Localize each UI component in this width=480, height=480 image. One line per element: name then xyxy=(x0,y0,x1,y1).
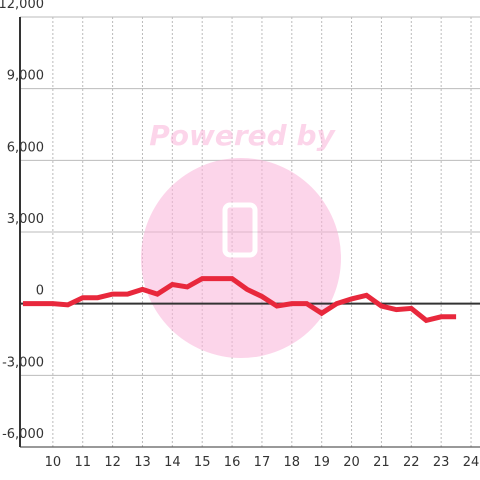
y-tick-label: -3,000 xyxy=(2,355,44,370)
x-tick-label: 14 xyxy=(164,455,181,470)
x-tick-label: 21 xyxy=(373,455,390,470)
x-tick-label: 15 xyxy=(194,455,211,470)
watermark-circle xyxy=(141,158,341,358)
x-tick-label: 19 xyxy=(313,455,330,470)
x-tick-label: 11 xyxy=(74,455,91,470)
x-tick-label: 10 xyxy=(45,455,62,470)
watermark-text: Powered by xyxy=(149,119,336,152)
x-tick-label: 12 xyxy=(104,455,121,470)
x-tick-label: 17 xyxy=(254,455,271,470)
y-tick-label: 9,000 xyxy=(7,69,44,84)
data-line xyxy=(22,276,457,324)
x-tick-label: 18 xyxy=(284,455,301,470)
x-tick-label: 16 xyxy=(224,455,241,470)
y-tick-label: 3,000 xyxy=(7,212,44,227)
x-tick-label: 23 xyxy=(433,455,450,470)
x-tick-label: 13 xyxy=(134,455,151,470)
watermark: Powered by xyxy=(141,119,341,358)
x-tick-label: 22 xyxy=(403,455,420,470)
x-tick-label: 24 xyxy=(463,455,480,470)
x-tick-label: 20 xyxy=(343,455,360,470)
y-tick-label: 6,000 xyxy=(7,140,44,155)
y-tick-label: 12,000 xyxy=(0,0,44,12)
watermark-icon xyxy=(222,202,258,258)
y-tick-label: 0 xyxy=(36,284,44,299)
y-tick-label: -6,000 xyxy=(2,427,44,442)
